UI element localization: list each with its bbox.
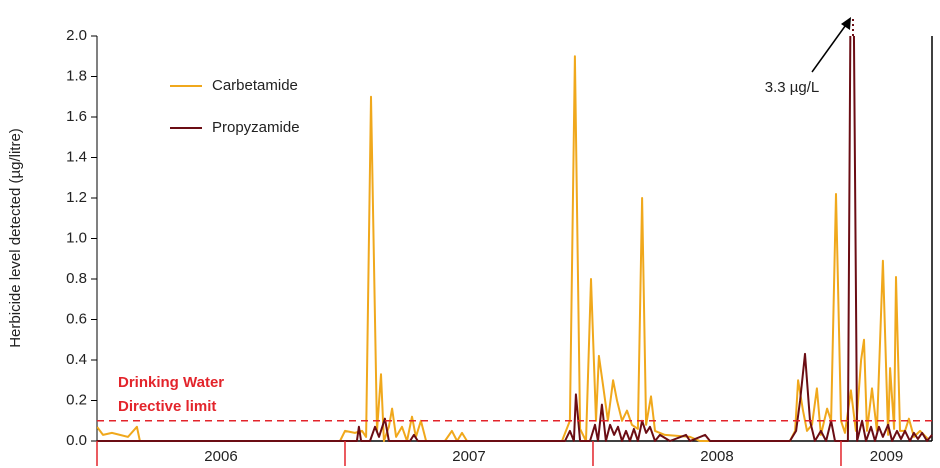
y-tick-label: 1.2 (66, 189, 87, 206)
legend-label: Propyzamide (212, 119, 300, 136)
y-tick-label: 1.4 (66, 148, 87, 165)
series-line (97, 36, 933, 442)
series-line (97, 55, 929, 442)
x-tick-label: 2007 (452, 448, 485, 465)
y-tick-label: 1.0 (66, 229, 87, 246)
x-tick-label: 2006 (204, 448, 237, 465)
legend-label: Carbetamide (212, 77, 298, 94)
annotation: 3.3 µg/L (765, 79, 820, 96)
x-tick-label: 2008 (700, 448, 733, 465)
y-tick-label: 0.6 (66, 310, 87, 327)
y-tick-label: 0.4 (66, 351, 87, 368)
y-axis-label: Herbicide level detected (µg/litre) (7, 128, 24, 348)
y-tick-label: 2.0 (66, 27, 87, 44)
y-tick-label: 1.8 (66, 67, 87, 84)
y-tick-label: 0.8 (66, 270, 87, 287)
annotation-arrow (811, 21, 849, 73)
plot-area (97, 36, 933, 442)
y-tick-label: 0.0 (66, 432, 87, 449)
y-tick-label: 0.2 (66, 391, 87, 408)
reference-label: Directive limit (118, 398, 216, 415)
annotation-arrowhead (841, 17, 851, 30)
reference-label: Drinking Water (118, 374, 224, 391)
x-tick-label: 2009 (870, 448, 903, 465)
y-tick-label: 1.6 (66, 108, 87, 125)
